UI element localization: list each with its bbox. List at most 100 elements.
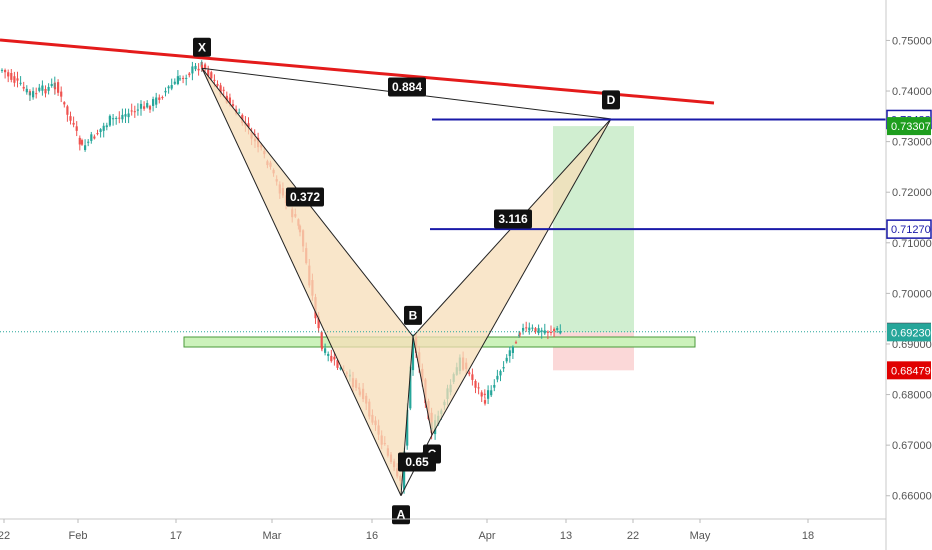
candle-body bbox=[327, 353, 330, 356]
candle-body bbox=[136, 109, 139, 111]
candle-body bbox=[127, 113, 130, 118]
candle-body bbox=[105, 125, 108, 128]
price-tick-label: 0.75000 bbox=[892, 35, 932, 47]
ratio-abc-box bbox=[398, 452, 436, 472]
candle-body bbox=[333, 356, 336, 360]
price-label-text: 0.68479 bbox=[891, 365, 931, 377]
candle-body bbox=[502, 367, 505, 369]
candle-body bbox=[182, 77, 185, 79]
candle-body bbox=[84, 145, 87, 150]
candle-body bbox=[508, 350, 511, 357]
point-d-text: D bbox=[607, 93, 616, 107]
candle-body bbox=[330, 355, 333, 362]
candle-body bbox=[534, 328, 537, 332]
candle-body bbox=[411, 336, 415, 371]
price-label-box bbox=[887, 323, 931, 342]
candle-body bbox=[493, 384, 496, 388]
candle-body bbox=[124, 114, 127, 117]
candle-body bbox=[518, 334, 521, 336]
time-tick-label: Apr bbox=[478, 530, 495, 542]
ratio-abc-text: 0.65 bbox=[405, 455, 429, 469]
candle-body bbox=[146, 103, 149, 108]
price-axis[interactable]: 0.75000 0.74000 0.73000 0.72000 0.71000 0.700… bbox=[885, 0, 932, 550]
candle-body bbox=[247, 123, 250, 128]
candle-body bbox=[87, 141, 90, 143]
candle-body bbox=[496, 375, 499, 380]
candle-body bbox=[518, 333, 522, 335]
candle-body bbox=[90, 134, 93, 141]
time-tick-label: 18 bbox=[802, 530, 814, 542]
candle-body bbox=[471, 374, 474, 380]
candle-body bbox=[130, 110, 133, 112]
candle-body bbox=[231, 104, 235, 106]
candle-body bbox=[99, 129, 102, 132]
candle-body bbox=[22, 86, 25, 89]
candle-body bbox=[553, 329, 556, 332]
candle-body bbox=[543, 330, 546, 334]
candle-body bbox=[4, 70, 7, 73]
price-tick-label: 0.74000 bbox=[892, 86, 932, 98]
candle-body bbox=[167, 86, 170, 89]
candle-body bbox=[32, 91, 35, 98]
candle-body bbox=[546, 331, 549, 333]
price-tick-label: 0.68000 bbox=[892, 390, 932, 402]
candle-body bbox=[69, 116, 72, 121]
price-label-text: 0.73307 bbox=[891, 121, 931, 133]
candle-body bbox=[222, 89, 225, 91]
candle-body bbox=[161, 97, 164, 99]
candle-body bbox=[164, 90, 167, 93]
candle-body bbox=[483, 393, 486, 395]
candle-body bbox=[63, 102, 66, 105]
ratio-xad-text: 0.884 bbox=[392, 80, 422, 94]
candle-body bbox=[176, 76, 179, 85]
candle-body bbox=[216, 83, 219, 86]
candle-body bbox=[468, 372, 471, 375]
candle-body bbox=[155, 97, 158, 105]
candle-body bbox=[143, 106, 146, 109]
candle-body bbox=[75, 126, 78, 131]
price-tick-label: 0.72000 bbox=[892, 187, 932, 199]
candle-body bbox=[238, 112, 241, 114]
price-label-box bbox=[887, 361, 931, 380]
candle-body bbox=[10, 72, 13, 80]
candle-body bbox=[320, 345, 324, 349]
candle-body bbox=[406, 409, 409, 446]
candle-body bbox=[339, 367, 342, 370]
candle-body bbox=[133, 111, 136, 113]
candle-body bbox=[152, 99, 155, 106]
candle-body bbox=[35, 93, 38, 95]
time-tick-label: 16 bbox=[366, 530, 378, 542]
candle-body bbox=[50, 83, 53, 86]
candle-body bbox=[559, 331, 562, 334]
candle-body bbox=[173, 81, 176, 84]
price-tick-label: 0.69000 bbox=[892, 339, 932, 351]
candle-body bbox=[514, 342, 518, 344]
candle-body bbox=[540, 330, 543, 332]
candle-body bbox=[490, 390, 493, 396]
candle-body bbox=[191, 66, 194, 74]
time-tick-label: May bbox=[690, 530, 711, 542]
candle-body bbox=[219, 85, 222, 95]
candle-body bbox=[19, 82, 22, 84]
candle-body bbox=[474, 380, 477, 388]
candle-body bbox=[148, 106, 152, 110]
time-axis[interactable]: 22 Feb 17 Mar 16 Apr 13 22 May 18 bbox=[0, 518, 886, 542]
candle-body bbox=[47, 86, 50, 91]
point-x-box bbox=[193, 37, 211, 57]
candle-body bbox=[57, 82, 60, 93]
candle-body bbox=[178, 78, 182, 80]
price-label-box bbox=[886, 219, 932, 239]
candle-body bbox=[228, 97, 231, 104]
candle-body bbox=[60, 91, 63, 97]
candle-body bbox=[197, 68, 200, 71]
candle-body bbox=[66, 106, 69, 115]
candle-body bbox=[38, 87, 41, 91]
candle-body bbox=[213, 79, 216, 81]
price-tick-label: 0.66000 bbox=[892, 491, 932, 503]
candle-body bbox=[115, 117, 118, 119]
candle-body bbox=[93, 136, 96, 139]
candle-body bbox=[41, 85, 44, 91]
candle-body bbox=[139, 103, 143, 109]
ratio-xab-box bbox=[286, 187, 324, 207]
pattern-leg bbox=[412, 336, 433, 436]
